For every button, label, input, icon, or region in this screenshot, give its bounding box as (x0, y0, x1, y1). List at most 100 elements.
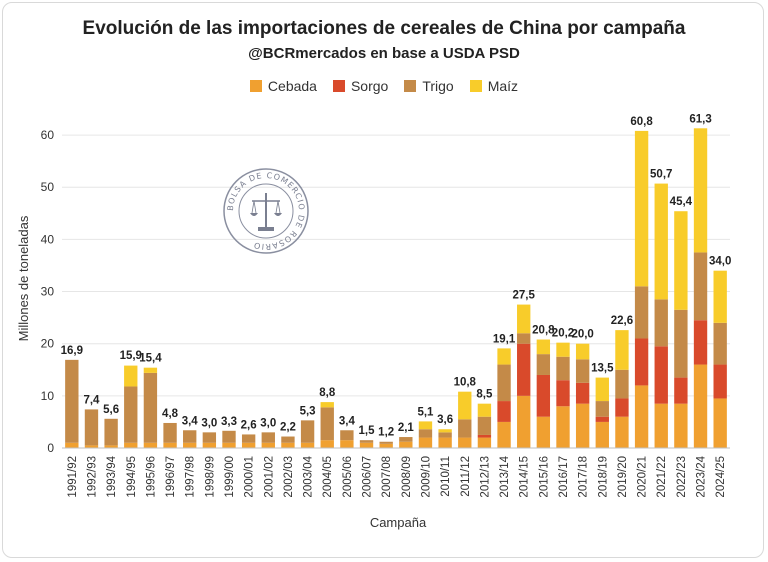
data-label: 60,8 (630, 116, 653, 128)
bar-segment-cebada (202, 442, 217, 448)
y-tick-label: 20 (41, 337, 55, 351)
data-label: 50,7 (650, 169, 672, 181)
data-label: 34,0 (709, 256, 731, 268)
bar-segment-cebada (222, 442, 236, 448)
legend-item-trigo: Trigo (404, 78, 454, 94)
x-tick-label: 2020/21 (637, 456, 649, 498)
data-label: 27,5 (513, 290, 536, 302)
bar-segment-maíz (143, 367, 158, 373)
chart-subtitle: @BCRmercados en base a USDA PSD (248, 45, 520, 62)
bar-segment-trigo (379, 441, 393, 444)
bar-segment-maíz (458, 391, 472, 420)
data-label: 5,1 (417, 406, 434, 418)
bar-segment-trigo (458, 419, 472, 438)
x-tick-label: 2016/17 (558, 456, 570, 498)
data-label: 3,4 (182, 415, 199, 427)
bar-segment-sorgo (575, 382, 590, 404)
bar-segment-maíz (320, 402, 334, 408)
bar-segment-sorgo (595, 416, 609, 422)
bar-segment-cebada (477, 437, 492, 448)
data-label: 2,1 (398, 422, 415, 434)
bar-segment-trigo (634, 286, 649, 339)
bar-segment-trigo (281, 436, 295, 443)
legend-item-sorgo: Sorgo (332, 78, 389, 94)
bar-segment-cebada (104, 445, 118, 448)
legend-swatch-trigo (404, 80, 417, 92)
data-label: 61,3 (689, 113, 711, 125)
bar-segment-maíz (634, 130, 649, 287)
bar-segment-cebada (300, 442, 315, 448)
bar-segment-maíz (595, 377, 609, 402)
x-tick-label: 2009/10 (420, 456, 432, 498)
bar-segment-cebada (84, 445, 99, 448)
y-axis-label: Millones de toneladas (16, 215, 31, 341)
x-tick-label: 2022/23 (676, 456, 688, 498)
bar-segment-maíz (497, 348, 511, 365)
data-label: 5,6 (103, 404, 119, 416)
x-tick-label: 2002/03 (283, 456, 295, 498)
data-label: 8,8 (319, 387, 336, 399)
data-label: 45,4 (670, 196, 693, 208)
data-label: 3,0 (260, 417, 276, 429)
y-tick-label: 40 (41, 232, 55, 246)
bar-segment-trigo (615, 369, 629, 399)
bar-segment-cebada (143, 442, 158, 448)
data-label: 3,6 (437, 414, 453, 426)
bar-segment-sorgo (693, 320, 708, 365)
data-label: 13,5 (591, 363, 614, 375)
bar-segment-sorgo (517, 343, 531, 396)
bar-segment-cebada (595, 421, 609, 448)
bar-segment-cebada (654, 403, 668, 448)
bar-segment-sorgo (674, 377, 688, 404)
legend: Cebada Sorgo Trigo Maíz (0, 78, 768, 94)
bar-segment-cebada (634, 385, 649, 448)
x-tick-label: 2007/08 (381, 456, 393, 498)
legend-swatch-sorgo (332, 80, 345, 92)
legend-label-sorgo: Sorgo (350, 78, 389, 94)
legend-label-maiz: Maíz (487, 78, 519, 94)
bar-segment-cebada (359, 442, 374, 448)
bar-segment-cebada (497, 421, 511, 448)
bar-segment-maíz (654, 183, 668, 300)
bar-segment-trigo (654, 299, 668, 347)
bar-segment-trigo (477, 416, 492, 435)
bar-segment-cebada (261, 442, 275, 448)
bar-segment-trigo (300, 420, 315, 443)
bar-segment-maíz (124, 365, 138, 387)
x-tick-label: 1999/00 (224, 456, 236, 498)
x-tick-label: 2005/06 (342, 456, 354, 498)
bcr-seal-logo: BOLSA DE COMERCIO DE ROSARIO (223, 168, 309, 254)
data-label: 16,9 (61, 345, 83, 357)
x-tick-label: 2021/22 (656, 456, 668, 498)
bar-segment-maíz (517, 304, 531, 334)
bar-segment-trigo (320, 407, 334, 441)
x-tick-label: 2019/20 (617, 456, 629, 498)
bar-segment-trigo (163, 422, 177, 443)
x-axis-label: Campaña (370, 515, 427, 530)
bar-segment-trigo (674, 309, 688, 378)
legend-swatch-maiz (469, 80, 482, 92)
bar-segment-trigo (693, 252, 708, 321)
bar-segment-sorgo (536, 374, 551, 417)
x-tick-label: 2006/07 (362, 456, 374, 498)
bar-segment-cebada (615, 416, 629, 448)
data-label: 1,5 (359, 425, 376, 437)
bar-segment-sorgo (634, 338, 649, 386)
legend-item-cebada: Cebada (249, 78, 317, 94)
bar-segment-maíz (418, 421, 433, 430)
bar-segment-trigo (261, 432, 275, 443)
bar-segment-trigo (202, 432, 217, 443)
bar-segment-cebada (281, 442, 295, 448)
x-tick-label: 2004/05 (322, 456, 334, 498)
data-label: 20,2 (552, 328, 574, 340)
bar-segment-cebada (713, 398, 727, 448)
data-label: 1,2 (378, 427, 394, 439)
x-tick-label: 2018/19 (597, 456, 609, 498)
bar-segment-sorgo (713, 364, 727, 399)
bar-segment-cebada (418, 437, 433, 448)
data-label: 20,0 (571, 329, 593, 341)
x-tick-label: 1998/99 (204, 456, 216, 498)
data-label: 2,2 (280, 422, 296, 434)
x-tick-label: 1992/93 (86, 456, 98, 498)
